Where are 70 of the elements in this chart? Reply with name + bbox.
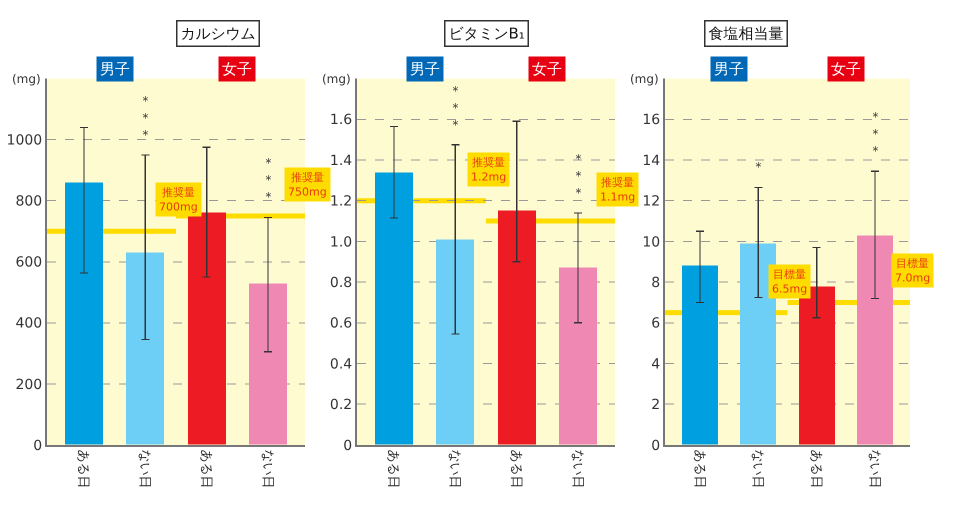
bar [126, 252, 164, 445]
y-tick-label: 2 [651, 397, 660, 414]
bar [857, 236, 893, 445]
ref-line-label: 推奨量 700mg [159, 186, 198, 214]
y-tick-label: 1.2 [330, 194, 352, 210]
y-tick-label: 4 [651, 356, 660, 372]
ref-line-label: 推奨量 1.2mg [471, 156, 506, 184]
x-tick-label: ある日 [808, 450, 824, 489]
x-tick-label: ある日 [198, 450, 214, 489]
x-tick-label: ある日 [508, 450, 524, 489]
text: 女子 [222, 60, 252, 78]
y-tick-label: 0.6 [330, 316, 352, 332]
ref-line-label: 推奨量 750mg [288, 171, 327, 198]
ref-line-label: 目標量 7.0mg [895, 257, 930, 284]
y-tick-label: 0.4 [330, 356, 352, 372]
x-tick-label: ない日 [137, 450, 152, 489]
annotation: ＊＊＊ [869, 110, 882, 159]
y-tick-label: 0.8 [330, 275, 352, 292]
bar [249, 284, 287, 445]
y-tick-label: 14 [642, 152, 660, 169]
x-tick-label: ある日 [692, 450, 707, 489]
x-tick-label: ない日 [260, 450, 275, 489]
y-tick-label: 600 [15, 254, 42, 271]
y-tick-label: 6 [651, 316, 660, 332]
bar [559, 268, 597, 445]
y-tick-label: 800 [15, 194, 42, 210]
bar [436, 240, 474, 445]
y-tick-label: 1000 [6, 132, 42, 149]
y-tick-label: 0 [343, 438, 352, 454]
ref-line-label: 推奨量 1.1mg [600, 176, 636, 204]
annotation: ＊ [752, 160, 765, 175]
text: 女子 [532, 60, 562, 78]
y-tick-label: 10 [642, 234, 660, 250]
text: 女子 [831, 60, 861, 78]
text: 男子 [714, 60, 744, 78]
y-tick-label: 0.2 [330, 397, 352, 414]
y-axis-title: (mg) [630, 72, 659, 86]
y-tick-label: 400 [15, 316, 42, 332]
y-tick-label: 0 [651, 438, 660, 454]
y-tick-label: 1.0 [330, 234, 352, 250]
text: 男子 [410, 60, 440, 78]
bar [682, 266, 718, 445]
chart-title: ビタミンB₁ [448, 24, 525, 42]
y-axis-title: (mg) [12, 72, 41, 86]
x-tick-label: ある日 [76, 450, 91, 489]
y-tick-label: 12 [642, 194, 660, 210]
y-tick-label: 1.6 [330, 112, 352, 128]
chart-title: カルシウム [180, 24, 256, 42]
bar [65, 182, 103, 445]
ref-line-label: 目標量 6.5mg [772, 268, 808, 296]
x-tick-label: ない日 [570, 450, 585, 489]
y-tick-label: 0 [33, 438, 42, 454]
x-tick-label: ない日 [447, 450, 462, 489]
y-axis-title: (mg) [322, 72, 351, 86]
x-tick-label: ない日 [750, 450, 766, 489]
x-tick-label: ある日 [386, 450, 401, 489]
bar [188, 212, 226, 445]
annotation: ＊＊＊ [139, 94, 152, 143]
chart-title: 食塩相当量 [708, 24, 784, 42]
annotation: ＊＊＊ [572, 152, 585, 201]
annotation: ＊＊＊ [262, 156, 275, 205]
bar [498, 210, 536, 445]
y-tick-label: 16 [642, 112, 660, 128]
bar [375, 172, 413, 445]
y-tick-label: 1.4 [330, 152, 352, 169]
annotation: ＊＊＊ [449, 84, 462, 133]
y-tick-label: 200 [15, 376, 42, 393]
x-tick-label: ない日 [866, 450, 882, 489]
text: 男子 [100, 60, 130, 78]
y-tick-label: 8 [651, 275, 660, 292]
